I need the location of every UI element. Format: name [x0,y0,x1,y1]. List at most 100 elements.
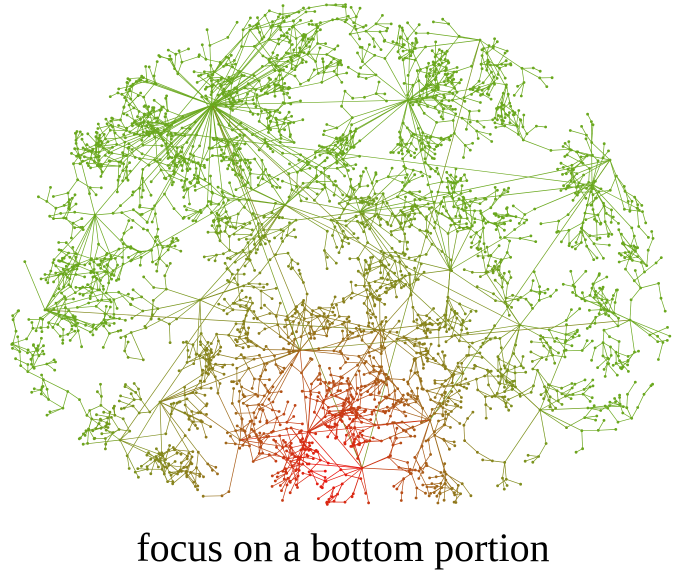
graph-edge [158,249,169,259]
graph-edge [337,483,343,495]
graph-edge [90,276,94,288]
graph-edge [488,371,500,384]
graph-edge [44,99,409,311]
graph-edge [169,318,177,325]
graph-edge [238,134,245,149]
graph-edge [325,411,343,418]
graph-edge [254,39,270,47]
graph-edge [301,200,361,213]
graph-node [231,363,235,367]
graph-edge [67,391,80,400]
graph-edge [55,269,69,274]
graph-edge [61,286,71,294]
graph-node [374,172,378,176]
graph-edge [244,218,257,225]
graph-edge [397,51,404,61]
graph-edge [40,389,49,400]
graph-edge [132,289,142,298]
graph-edge [506,365,522,372]
graph-node [345,317,349,321]
graph-edge [334,226,343,241]
graph-node [166,48,170,52]
graph-edge [151,213,156,223]
graph-node [315,180,319,184]
graph-node [498,337,502,340]
graph-edge [151,250,153,263]
graph-node [241,248,245,252]
graph-node [405,247,409,251]
graph-edge [91,258,105,261]
graph-edge [166,288,201,301]
graph-node [233,59,236,62]
graph-edge [303,181,318,184]
graph-node [216,353,220,356]
graph-edge [115,246,128,259]
graph-edge [397,388,409,406]
graph-edge [107,104,213,143]
graph-node [447,136,451,140]
graph-node [453,86,456,90]
graph-edge [433,483,446,493]
graph-node [218,349,222,353]
graph-node [481,92,485,96]
graph-node [410,192,414,196]
graph-node [274,315,278,318]
graph-node [209,386,213,390]
graph-edge [186,355,200,363]
graph-node [298,457,302,461]
graph-edge [390,216,396,226]
graph-edge [250,223,259,235]
graph-edge [211,16,287,106]
graph-edge [148,159,161,166]
graph-edge [224,298,234,310]
graph-edge [217,383,221,394]
graph-edge [382,201,393,215]
graph-edge [354,16,357,27]
graph-edge [308,52,316,62]
graph-node [276,323,280,327]
graph-node [194,485,197,488]
graph-edge [88,418,93,430]
graph-edge [228,71,241,78]
graph-edge [410,419,431,474]
graph-node [347,424,351,427]
graph-node [282,34,286,38]
graph-node [298,46,302,50]
graph-edge [439,400,449,404]
graph-edge [340,364,358,378]
graph-node [260,223,264,226]
graph-edge [269,58,282,63]
graph-edge [360,478,367,494]
graph-edge [567,173,578,187]
graph-node [580,241,583,244]
graph-edge [269,54,278,60]
graph-edge [246,405,253,421]
graph-edge [310,310,313,327]
graph-edge [494,122,505,127]
graph-node [332,349,336,353]
graph-edge [274,355,277,365]
graph-edge [247,204,286,243]
graph-edge [305,396,324,403]
graph-edge [584,212,599,216]
graph-node [453,333,457,337]
graph-edge [139,411,150,414]
graph-edge [228,334,237,346]
graph-edge [108,104,213,154]
graph-edge [444,384,458,387]
graph-node [242,184,246,188]
graph-node [316,450,319,454]
graph-node [382,409,385,413]
graph-edge [232,71,241,79]
graph-edge [171,143,177,156]
graph-edge [443,382,453,387]
graph-node [423,161,427,164]
graph-edge [216,202,224,214]
graph-node [398,136,402,139]
graph-edge [447,77,458,93]
graph-node [158,400,162,404]
graph-edge [65,209,70,219]
graph-edge [303,52,316,62]
graph-edge [434,213,439,229]
graph-node [170,123,174,127]
